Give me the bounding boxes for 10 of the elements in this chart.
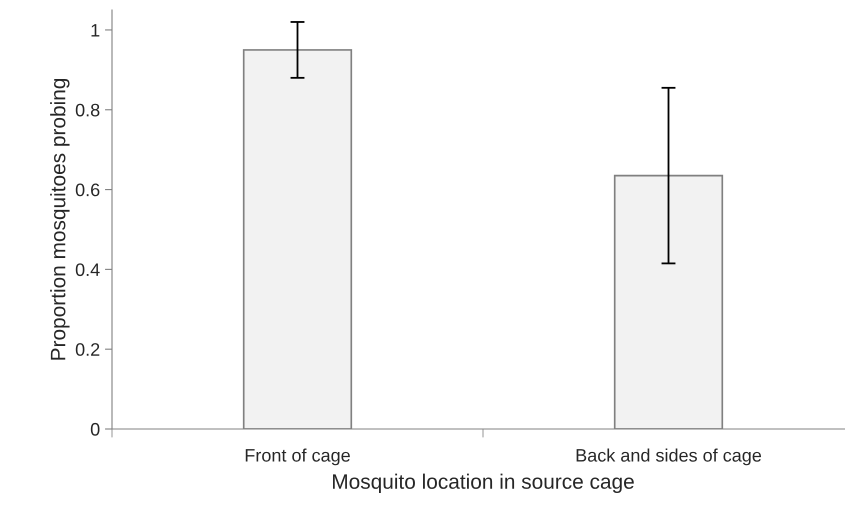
y-tick-label: 0.6 [76, 184, 100, 196]
x-axis-title: Mosquito location in source cage [333, 474, 634, 494]
y-tick-label: 1 [92, 24, 100, 36]
y-tick-label: 0 [90, 422, 100, 436]
x-tick-label: Front of cage [246, 448, 350, 466]
y-tick-label: 0.2 [76, 343, 100, 356]
x-tick-label: Back and sides of cage [576, 448, 762, 466]
y-axis-title: Proportion mosquitoes probing [50, 78, 70, 360]
y-tick-label: 0.8 [76, 104, 100, 116]
y-tick-label: 0.4 [76, 263, 100, 276]
